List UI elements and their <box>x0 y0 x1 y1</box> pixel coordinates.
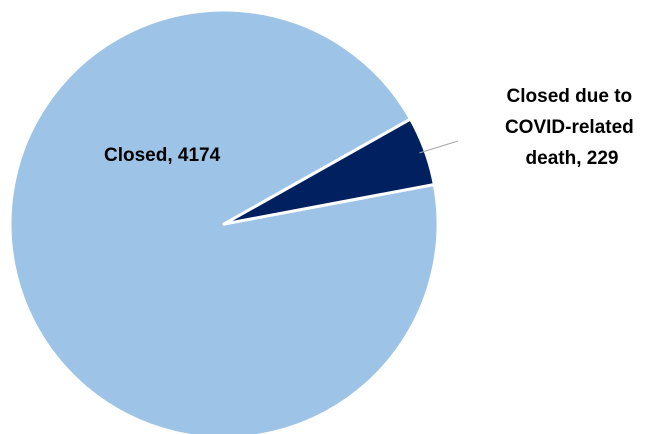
data-label-covid-line-1: Closed due to <box>507 86 633 107</box>
leader-line <box>419 140 459 154</box>
data-label-covid-line-3: death, 229 <box>526 148 619 169</box>
pie-slices <box>8 8 440 434</box>
data-label-closed: Closed, 4174 <box>104 145 221 166</box>
pie-slice-closed <box>8 8 440 434</box>
data-label-covid-death: Closed due to COVID-related death, 229 <box>505 86 639 169</box>
data-label-covid-line-2: COVID-related <box>505 117 634 138</box>
